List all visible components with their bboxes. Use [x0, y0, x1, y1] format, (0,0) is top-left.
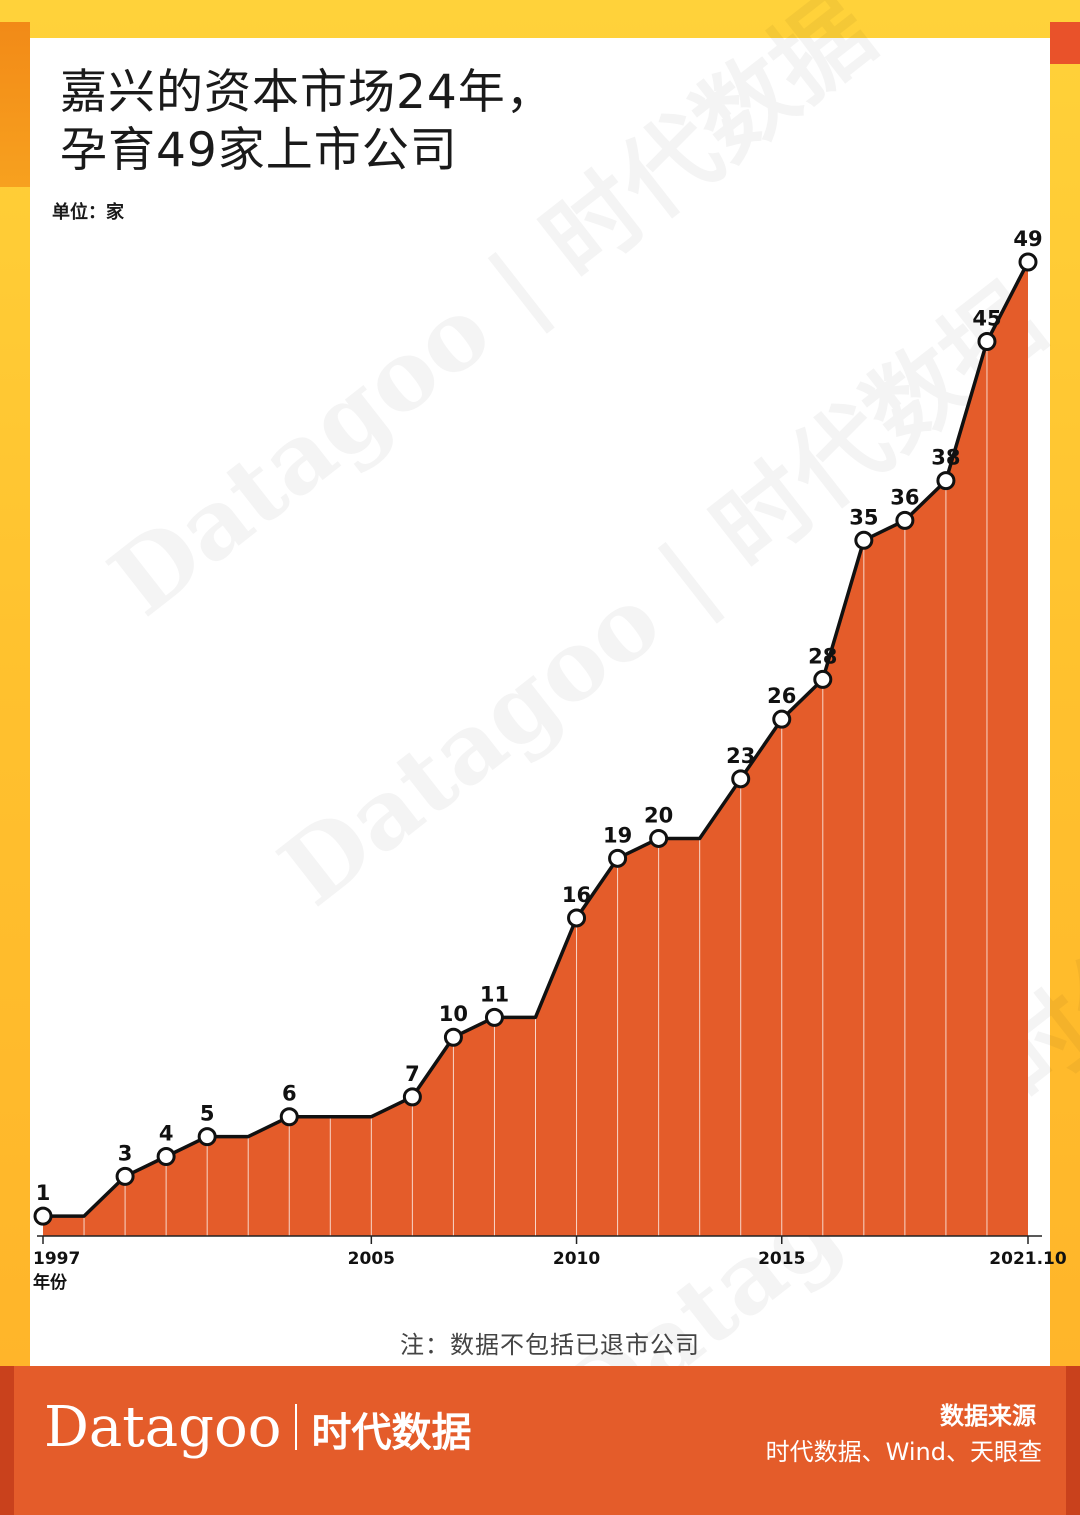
- data-point: [895, 510, 915, 530]
- data-label: 35: [849, 505, 878, 529]
- data-point: [608, 848, 628, 868]
- data-label: 7: [405, 1062, 420, 1086]
- brand-name-en: Datagoo: [44, 1395, 282, 1460]
- data-label: 16: [562, 883, 591, 907]
- data-label: 49: [1013, 227, 1042, 251]
- footer-right-accent: [1066, 1366, 1080, 1515]
- chart-title: 嘉兴的资本市场24年， 孕育49家上市公司: [60, 64, 554, 180]
- footnote: 注：数据不包括已退市公司: [400, 1331, 700, 1359]
- data-point: [649, 828, 669, 848]
- data-label: 28: [808, 644, 837, 668]
- data-label: 23: [726, 744, 755, 768]
- data-point: [936, 471, 956, 491]
- source-text: 时代数据、Wind、天眼查: [765, 1438, 1042, 1466]
- data-label: 36: [890, 485, 919, 509]
- data-label: 1: [36, 1181, 51, 1205]
- data-label: 38: [931, 446, 960, 470]
- data-point: [156, 1146, 176, 1166]
- data-point: [567, 908, 587, 928]
- data-point: [402, 1087, 422, 1107]
- data-point: [731, 769, 751, 789]
- data-label: 3: [118, 1141, 133, 1165]
- x-tick-label: 2010: [553, 1249, 600, 1269]
- data-label: 20: [644, 803, 673, 827]
- data-point: [33, 1206, 53, 1226]
- left-accent-bar: [0, 22, 30, 187]
- footer-left-accent: [0, 1366, 14, 1515]
- data-label: 19: [603, 823, 632, 847]
- unit-label: 单位：家: [52, 202, 124, 223]
- x-axis-title: 年份: [33, 1272, 68, 1293]
- data-label: 11: [480, 982, 509, 1006]
- data-point: [484, 1007, 504, 1027]
- data-point: [279, 1107, 299, 1127]
- x-tick-label: 2005: [348, 1249, 395, 1269]
- x-tick-label: 2015: [758, 1249, 805, 1269]
- data-point: [443, 1027, 463, 1047]
- data-label: 4: [159, 1121, 174, 1145]
- x-tick-label: 1997: [33, 1249, 80, 1269]
- data-point: [772, 709, 792, 729]
- brand-divider: [295, 1404, 298, 1450]
- data-point: [1018, 252, 1038, 272]
- source-title: 数据来源: [940, 1402, 1036, 1430]
- data-label: 6: [282, 1082, 297, 1106]
- x-tick-label: 2021.10: [989, 1249, 1067, 1269]
- title-line-2: 孕育49家上市公司: [60, 123, 458, 178]
- right-accent-bar: [1050, 22, 1080, 64]
- data-point: [977, 332, 997, 352]
- brand-logo: Datagoo 时代数据: [44, 1395, 471, 1466]
- title-line-1: 嘉兴的资本市场24年，: [60, 65, 554, 120]
- data-label: 26: [767, 684, 796, 708]
- data-point: [813, 669, 833, 689]
- data-label: 10: [439, 1002, 468, 1026]
- data-point: [115, 1166, 135, 1186]
- brand-name-cn: 时代数据: [311, 1410, 472, 1456]
- data-point: [197, 1127, 217, 1147]
- data-point: [854, 530, 874, 550]
- data-label: 45: [972, 307, 1001, 331]
- data-label: 5: [200, 1102, 215, 1126]
- footer-bar: [0, 1366, 1080, 1515]
